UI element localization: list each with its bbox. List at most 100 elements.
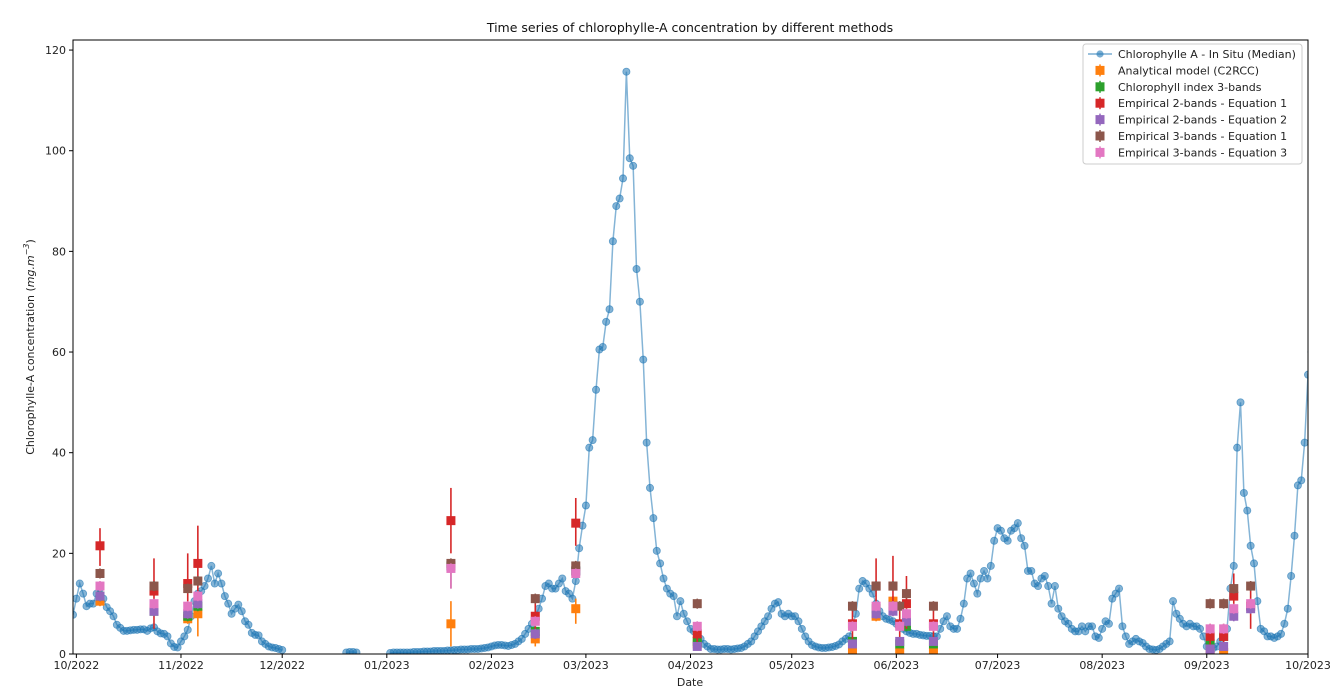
in-situ-point [244,620,253,629]
in-situ-point [1297,476,1306,485]
method-point [446,563,456,573]
in-situ-point [210,579,219,588]
method-point [530,616,540,626]
in-situ-point [1165,637,1174,646]
method-point [149,606,159,616]
in-situ-point [676,597,685,606]
legend: Chlorophylle A - In Situ (Median) Analyti… [1082,43,1303,165]
x-axis: 10/2022 11/2022 12/2022 01/2023 02/2023 03/20… [54,654,1331,672]
in-situ-point [1094,633,1103,642]
x-axis-title: Date [677,676,704,689]
method-point [193,576,203,586]
method-point [95,591,105,601]
in-situ-point [1050,582,1059,591]
method-point [193,599,203,609]
x-tick-label: 11/2022 [158,659,204,672]
legend-entry: Empirical 3-bands - Equation 3 [1095,146,1287,159]
method-point [871,581,881,591]
method-point [847,639,857,649]
method-point [571,561,581,571]
legend-entry: Chlorophyll index 3-bands [1095,80,1262,94]
in-situ-point [234,600,243,609]
legend-square-swatch [1095,65,1105,75]
in-situ-point [1047,599,1056,608]
legend-circle-swatch [1096,50,1104,58]
method-point [1229,591,1239,601]
method-point [1205,599,1215,609]
in-situ-point [774,598,783,607]
y-axis-title-close: ) [24,239,37,243]
in-situ-point [598,342,607,351]
method-point [1219,631,1229,641]
in-situ-point [652,546,661,555]
legend-label: Chlorophyll index 3-bands [1118,81,1262,94]
method-point [1205,644,1215,654]
method-point [1246,599,1256,609]
method-point [530,594,540,604]
in-situ-point [1054,604,1063,613]
y-axis-title-unit: mg.m [24,255,37,287]
method-point [928,636,938,646]
method-point [895,636,905,646]
in-situ-point [612,202,621,211]
legend-square-swatch [1095,98,1105,108]
method-point [95,541,105,551]
in-situ-point [1034,582,1043,591]
method-point [901,616,911,626]
in-situ-point [625,154,634,163]
in-situ-point [1013,519,1022,528]
x-tick-label: 08/2023 [1079,659,1125,672]
method-point [888,581,898,591]
in-situ-point [619,174,628,183]
method-point [847,601,857,611]
method-point [1246,581,1256,591]
method-point [1219,599,1229,609]
in-situ-point [942,612,951,621]
in-situ-point [615,194,624,203]
method-point [193,591,203,601]
legend-entry: Empirical 2-bands - Equation 2 [1095,113,1287,127]
in-situ-point [1277,629,1286,638]
y-axis-title-exponent: −3 [22,244,31,256]
in-situ-point [1020,541,1029,550]
method-point [446,516,456,526]
legend-entry: Analytical model (C2RCC) [1095,64,1259,77]
in-situ-point [214,569,223,578]
in-situ-point [237,607,246,616]
legend-label: Empirical 3-bands - Equation 1 [1118,130,1287,143]
legend-label: Analytical model (C2RCC) [1118,64,1259,77]
legend-label: Chlorophylle A - In Situ (Median) [1118,48,1296,61]
legend-square-swatch [1095,82,1105,92]
in-situ-point [635,297,644,306]
in-situ-point [1017,534,1026,543]
in-situ-point [1250,559,1259,568]
y-axis-title-text: Chlorophylle-A concentration ( [24,287,37,455]
in-situ-point [109,612,118,621]
in-situ-point [568,594,577,603]
x-tick-label: 10/2022 [54,659,100,672]
legend-label: Empirical 2-bands - Equation 2 [1118,114,1287,127]
in-situ-point [797,624,806,633]
method-point [1229,611,1239,621]
in-situ-point [1280,619,1289,628]
in-situ-point [683,617,692,626]
in-situ-point [980,566,989,575]
in-situ-point [1027,566,1036,575]
method-point [888,601,898,611]
method-point [149,581,159,591]
in-situ-point [1169,597,1178,606]
method-point [571,518,581,528]
in-situ-point [1088,622,1097,631]
in-situ-point [656,559,665,568]
in-situ-point [605,305,614,314]
in-situ-point [679,609,688,618]
method-point [847,621,857,631]
method-point [895,647,905,654]
in-situ-point [1304,370,1308,379]
y-tick-label: 0 [59,648,66,661]
method-point [1219,641,1229,651]
in-situ-point [224,599,233,608]
in-situ-point [646,483,655,492]
in-situ-point [558,574,567,583]
